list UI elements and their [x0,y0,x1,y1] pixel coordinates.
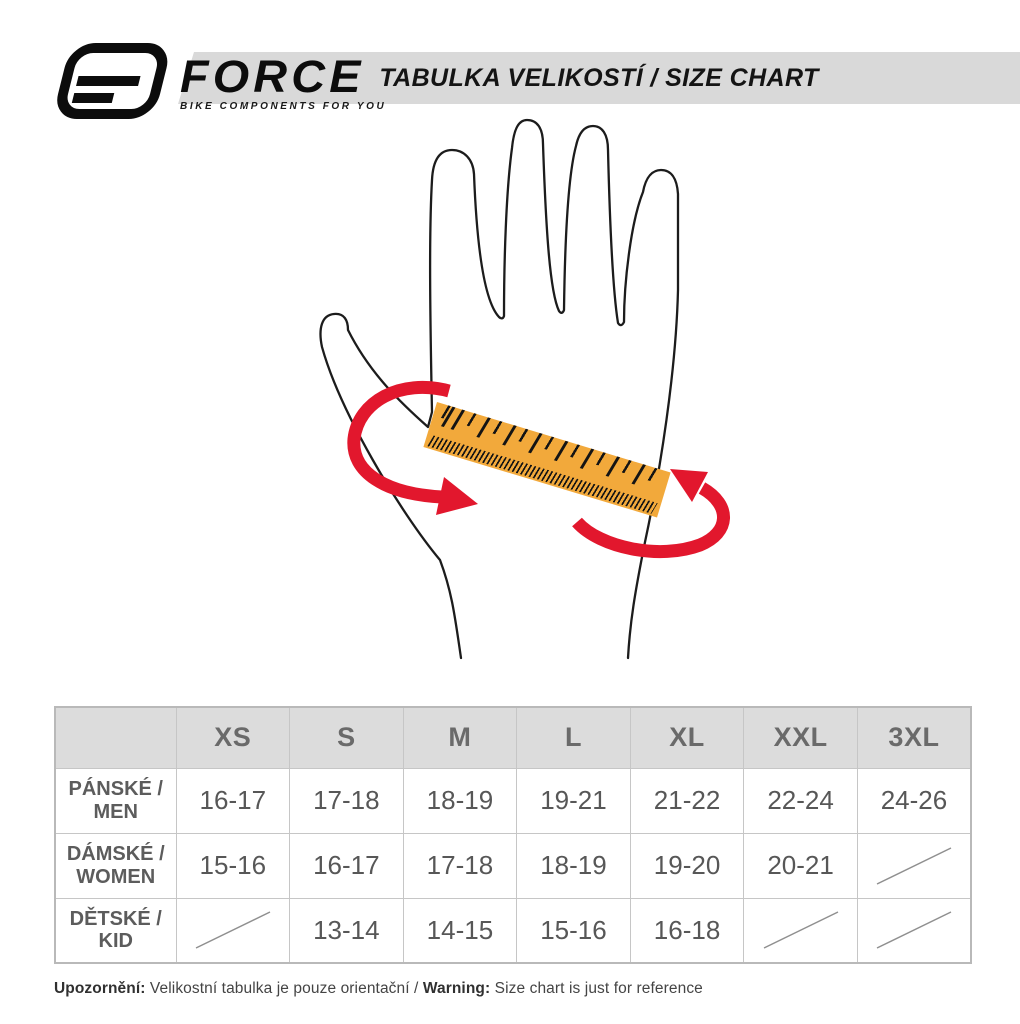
cell-men-3xl: 24-26 [856,767,972,834]
brand-tagline: BIKE COMPONENTS FOR YOU [180,101,387,112]
col-header-l: L [516,706,631,769]
cell-kid-l: 15-16 [516,897,631,964]
left-measure-arrow [347,380,478,515]
cell-men-xs: 16-17 [175,767,291,834]
col-header-m: M [402,706,518,769]
table-row-men: PÁNSKÉ / MEN 16-17 17-18 18-19 19-21 21-… [54,767,972,834]
table-row-kid: DĚTSKÉ / KID 13-14 14-15 15-16 16-18 [54,897,972,964]
hand-illustration [280,112,740,682]
size-table: XS S M L XL XXL 3XL PÁNSKÉ / MEN 16-17 1… [54,706,972,964]
cell-men-xxl: 22-24 [743,767,858,834]
row-label-cs: DÁMSKÉ / [66,843,165,866]
cell-men-l: 19-21 [516,767,631,834]
cell-men-s: 17-18 [289,767,404,834]
hand-outline [319,118,680,660]
size-table-header-row: XS S M L XL XXL 3XL [54,706,972,769]
corner-cell [54,706,177,769]
warning-label-cs: Upozornění: [54,980,146,997]
brand-name: FORCE [180,51,365,102]
footer-warning: Upozornění: Velikostní tabulka je pouze … [54,980,703,998]
col-header-xxl: XXL [743,706,858,769]
cell-kid-xs [175,897,291,964]
force-logo: FORCE BIKE COMPONENTS FOR YOU [52,42,392,122]
col-header-s: S [289,706,404,769]
cell-women-m: 17-18 [402,832,518,899]
row-label-women: DÁMSKÉ / WOMEN [54,832,177,899]
right-measure-arrow [572,469,730,558]
cell-kid-xxl [743,897,858,964]
col-header-xl: XL [629,706,745,769]
row-label-en: KID [98,930,133,953]
force-logo-text: FORCE BIKE COMPONENTS FOR YOU [180,54,387,113]
warning-label-en: Warning: [422,980,491,997]
page-title: TABULKA VELIKOSTÍ / SIZE CHART [379,64,819,92]
cell-women-xs: 15-16 [175,832,291,899]
cell-women-l: 18-19 [516,832,631,899]
cell-men-xl: 21-22 [629,767,745,834]
table-row-women: DÁMSKÉ / WOMEN 15-16 16-17 17-18 18-19 1… [54,832,972,899]
cell-kid-s: 13-14 [289,897,404,964]
cell-kid-xl: 16-18 [629,897,745,964]
cell-women-s: 16-17 [289,832,404,899]
row-label-cs: PÁNSKÉ / [68,778,163,801]
row-label-kid: DĚTSKÉ / KID [54,897,177,964]
header-band: TABULKA VELIKOSTÍ / SIZE CHART [178,52,1020,104]
cell-men-m: 18-19 [402,767,518,834]
hand-outline-drawing [319,118,730,660]
force-logo-icon [57,43,168,119]
warning-text-cs: Velikostní tabulka je pouze orientační / [145,980,423,997]
row-label-en: WOMEN [76,865,156,888]
cell-women-xxl: 20-21 [743,832,858,899]
row-label-men: PÁNSKÉ / MEN [54,767,177,834]
warning-text-en: Size chart is just for reference [490,980,703,997]
cell-kid-m: 14-15 [402,897,518,964]
row-label-en: MEN [93,800,138,823]
cell-women-3xl [856,832,972,899]
row-label-cs: DĚTSKÉ / [69,907,162,930]
col-header-3xl: 3XL [856,706,972,769]
cell-kid-3xl [856,897,972,964]
col-header-xs: XS [175,706,291,769]
cell-women-xl: 19-20 [629,832,745,899]
